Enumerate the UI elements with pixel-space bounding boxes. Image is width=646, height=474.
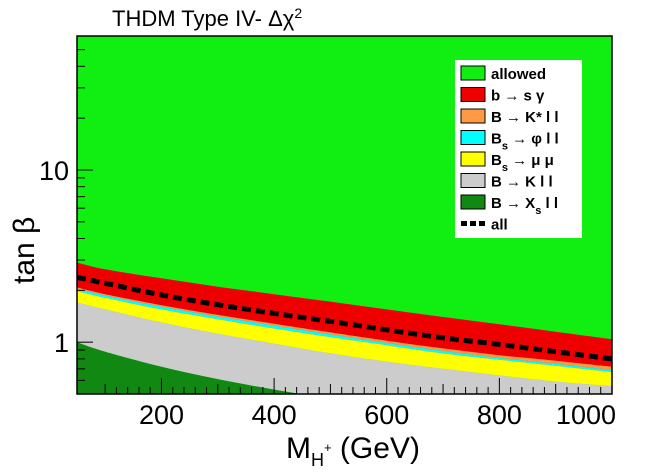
band-b-k-l-l [77, 302, 612, 394]
all-combined-line [77, 274, 612, 362]
legend-entry: Bs → φ l l [460, 130, 559, 153]
legend-entry: B → K* l l [460, 108, 559, 126]
constraint-bands [77, 262, 612, 394]
band-b-x-s-l-l [77, 342, 301, 394]
legend-label: b → s γ [491, 88, 545, 105]
legend-label: B → K* l l [491, 109, 559, 126]
x-tick-label: 200 [139, 400, 184, 430]
x-tick-label: 400 [252, 400, 297, 430]
y-tick-label: 1 [54, 328, 69, 358]
plot-frame [76, 35, 613, 395]
legend-swatch [460, 151, 486, 167]
band-b-s [77, 291, 612, 387]
legend-entry: B → Xs l l [460, 194, 558, 217]
y-axis-label: tan β [8, 217, 41, 284]
legend-entry: allowed [460, 65, 546, 83]
legend: allowed b → s γ B → K* l l Bs → φ l lBs → μ… [455, 60, 582, 238]
legend-entry: B → K l l [460, 173, 553, 191]
band-b-s [77, 262, 612, 373]
chart-title: THDM Type IV- Δχ2 [112, 5, 302, 31]
x-axis-ticks: 200 400 600 800 1000 [104, 378, 616, 430]
x-tick-label: 600 [364, 400, 409, 430]
legend-entry: all [461, 217, 508, 234]
legend-label: all [491, 217, 508, 234]
x-axis-label: MH+ (GeV) [286, 432, 420, 470]
legend-label: Bs → φ l l [491, 131, 559, 153]
legend-swatch [460, 108, 486, 124]
x-tick-label: 1000 [556, 400, 616, 430]
y-axis-ticks: 1 10 [39, 35, 93, 395]
band-b-k-l-l [77, 287, 612, 370]
legend-label: B → K l l [491, 174, 553, 191]
legend-swatch [460, 194, 486, 210]
x-tick-label: 800 [477, 400, 522, 430]
legend-label: B → Xs l l [491, 195, 558, 217]
legend-label: Bs → μ μ [491, 152, 554, 174]
legend-swatch [460, 87, 486, 102]
legend-entry: Bs → μ μ [460, 151, 554, 174]
legend-swatch [460, 130, 486, 145]
legend-swatch [460, 65, 486, 81]
y-tick-label: 10 [39, 156, 69, 186]
legend-entry: b → s γ [460, 87, 545, 105]
legend-label: allowed [491, 66, 546, 83]
legend-swatch [460, 173, 486, 188]
